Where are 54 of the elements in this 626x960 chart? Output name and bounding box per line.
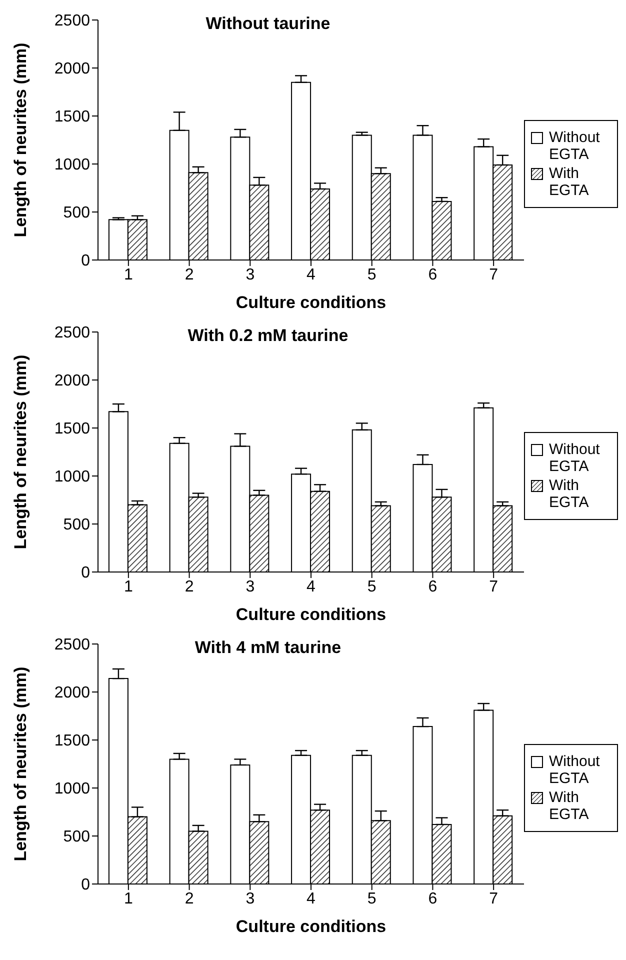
y-axis-title: Length of neurites (mm): [11, 354, 30, 550]
text: With EGTA: [549, 165, 590, 199]
x-axis-title: Culture conditions: [236, 605, 386, 624]
y-tick-label: 0: [81, 252, 90, 270]
y-tick-label: 1500: [54, 108, 90, 126]
y-tick-label: 2000: [54, 60, 90, 78]
x-tick-label: 6: [428, 578, 438, 596]
y-tick-label: 500: [63, 828, 90, 846]
x-tick-label: 7: [489, 266, 498, 284]
y-tick-label: 1500: [54, 732, 90, 750]
x-tick-label: 3: [246, 266, 255, 284]
chart-title: With 0.2 mM taurine: [186, 326, 350, 346]
y-tick-label: 1000: [54, 156, 90, 174]
chart-title: Without taurine: [204, 14, 332, 34]
y-tick-label: 2000: [54, 684, 90, 702]
x-tick-label: 7: [489, 890, 498, 908]
y-axis-title: Length of neurites (mm): [11, 42, 30, 238]
x-tick-label: 2: [184, 890, 194, 908]
x-tick-label: 5: [367, 578, 376, 596]
y-tick-label: 1500: [54, 420, 90, 438]
x-tick-label: 1: [124, 578, 133, 596]
y-tick-label: 0: [81, 876, 90, 894]
x-tick-label: 4: [306, 890, 316, 908]
x-tick-label: 1: [124, 266, 133, 284]
x-tick-label: 5: [367, 266, 376, 284]
legend-label: Without EGTA: [549, 129, 601, 163]
x-tick-label: 4: [306, 266, 316, 284]
x-axis-title: Culture conditions: [236, 293, 386, 312]
x-tick-label: 2: [184, 578, 194, 596]
x-tick-label: 3: [246, 890, 255, 908]
legend-label: Without EGTA: [549, 441, 601, 475]
x-tick-label: 4: [306, 578, 316, 596]
y-tick-label: 2500: [54, 12, 90, 30]
y-tick-label: 500: [63, 516, 90, 534]
x-tick-label: 3: [246, 578, 255, 596]
y-tick-label: 2500: [54, 636, 90, 654]
x-axis-title: Culture conditions: [236, 917, 386, 936]
y-tick-label: 1000: [54, 468, 90, 486]
x-tick-label: 2: [184, 266, 194, 284]
y-tick-label: 2000: [54, 372, 90, 390]
y-tick-label: 2500: [54, 324, 90, 342]
x-tick-label: 5: [367, 890, 376, 908]
x-tick-label: 6: [428, 890, 438, 908]
x-tick-label: 6: [428, 266, 438, 284]
y-axis-title: Length of neurites (mm): [11, 666, 30, 862]
legend-label: Without EGTA: [549, 753, 601, 787]
chart-title: With 4 mM taurine: [194, 638, 342, 658]
y-tick-label: 1000: [54, 780, 90, 798]
x-tick-label: 7: [489, 578, 498, 596]
x-tick-label: 1: [124, 890, 133, 908]
text: With EGTA: [549, 477, 590, 511]
text: With EGTA: [549, 789, 590, 823]
y-tick-label: 0: [81, 564, 90, 582]
y-tick-label: 500: [63, 204, 90, 222]
